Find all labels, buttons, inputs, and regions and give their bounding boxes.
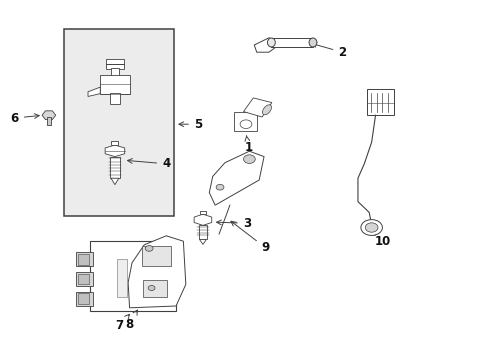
Bar [78, 254, 89, 265]
Bar [111, 68, 119, 76]
Circle shape [240, 120, 251, 129]
Text: 2: 2 [311, 42, 346, 59]
Polygon shape [105, 145, 124, 157]
Bar [110, 93, 120, 104]
Circle shape [145, 246, 153, 251]
Text: 3: 3 [216, 217, 250, 230]
Text: 6: 6 [11, 112, 39, 125]
Bar [198, 225, 207, 239]
Bar [233, 112, 257, 131]
Text: 1: 1 [244, 136, 252, 154]
Circle shape [216, 184, 224, 190]
Polygon shape [111, 178, 119, 185]
Bar [117, 259, 127, 297]
Bar [142, 280, 167, 297]
Ellipse shape [262, 105, 271, 115]
Bar [63, 29, 173, 216]
Circle shape [365, 223, 377, 232]
Bar [76, 292, 93, 306]
Bar [110, 157, 120, 178]
Bar [100, 75, 129, 94]
Text: 5: 5 [179, 118, 202, 131]
Text: 7: 7 [116, 314, 129, 332]
Text: 10: 10 [373, 230, 390, 248]
Text: 9: 9 [230, 221, 269, 254]
Bar [78, 274, 89, 284]
Text: 4: 4 [127, 157, 170, 170]
Polygon shape [194, 214, 211, 225]
Bar [199, 211, 206, 214]
Bar [366, 89, 393, 115]
Bar [76, 252, 93, 266]
Ellipse shape [267, 38, 275, 47]
Polygon shape [209, 151, 264, 205]
Polygon shape [243, 98, 271, 117]
Circle shape [243, 155, 255, 163]
Bar [47, 117, 51, 125]
Bar [111, 141, 118, 145]
Bar [76, 272, 93, 286]
Ellipse shape [308, 38, 316, 47]
Circle shape [148, 285, 155, 291]
Text: 8: 8 [125, 310, 137, 330]
Circle shape [360, 220, 382, 235]
Polygon shape [254, 38, 276, 52]
Polygon shape [199, 239, 206, 244]
Bar [90, 241, 176, 311]
Polygon shape [128, 236, 185, 308]
Bar [78, 293, 89, 304]
Polygon shape [271, 38, 312, 47]
Bar [106, 59, 123, 69]
Bar [142, 246, 171, 266]
Polygon shape [88, 87, 100, 96]
